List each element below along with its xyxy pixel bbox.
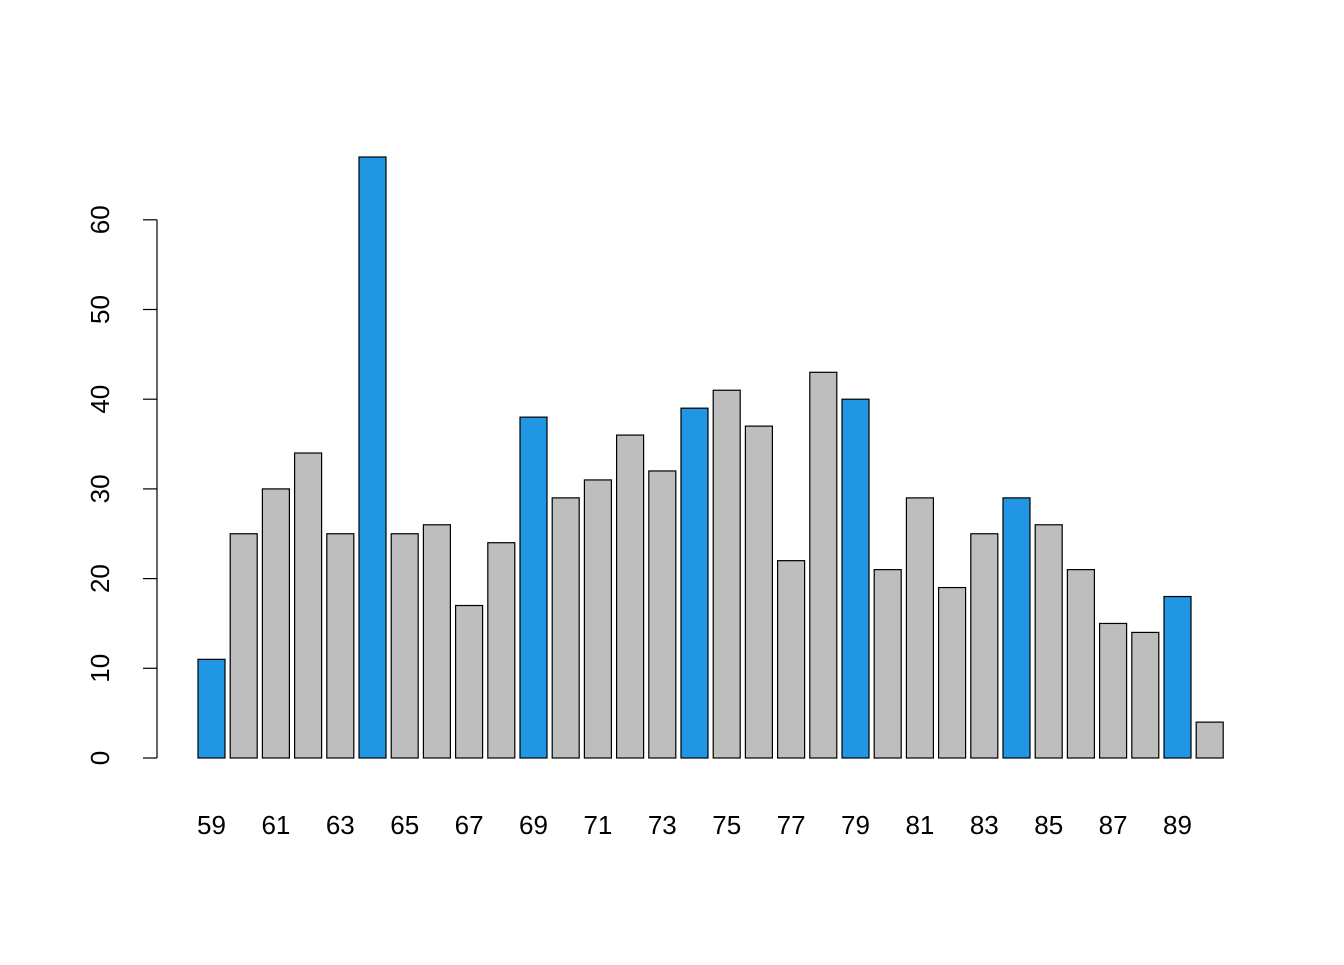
bar-71 bbox=[583, 479, 613, 759]
x-tick-label: 73 bbox=[648, 810, 677, 840]
bar-73 bbox=[648, 470, 677, 759]
x-tick-label: 71 bbox=[583, 810, 612, 840]
bar-64 bbox=[358, 156, 387, 759]
bar-68 bbox=[487, 542, 516, 759]
bar-75 bbox=[712, 389, 741, 759]
bar-86 bbox=[1066, 569, 1096, 759]
bar-77 bbox=[776, 560, 806, 759]
y-tick-label: 50 bbox=[85, 295, 115, 324]
bar-78 bbox=[809, 371, 838, 759]
x-tick-label: 59 bbox=[197, 810, 226, 840]
bar-88 bbox=[1131, 631, 1160, 759]
bar-69 bbox=[519, 416, 548, 759]
x-tick-label: 61 bbox=[261, 810, 290, 840]
bar-76 bbox=[744, 425, 774, 759]
bar-83 bbox=[970, 533, 999, 759]
bar-59 bbox=[197, 658, 226, 759]
bar-70 bbox=[551, 497, 580, 759]
bar-85 bbox=[1034, 524, 1063, 759]
bar-72 bbox=[615, 434, 645, 759]
bar-65 bbox=[390, 533, 419, 759]
x-tick-label: 83 bbox=[970, 810, 999, 840]
bar-74 bbox=[680, 407, 709, 759]
y-tick-label: 20 bbox=[85, 564, 115, 593]
x-tick-label: 81 bbox=[905, 810, 934, 840]
bar-79 bbox=[841, 398, 870, 759]
x-tick-label: 77 bbox=[777, 810, 806, 840]
bar-81 bbox=[905, 497, 935, 759]
x-tick-label: 65 bbox=[390, 810, 419, 840]
x-axis-labels: 59 61 63 65 67 69 71 73 75 77 79 81 83 85 87 89 bbox=[197, 810, 1192, 840]
x-tick-label: 89 bbox=[1163, 810, 1192, 840]
y-tick-label: 40 bbox=[85, 385, 115, 414]
bar-62 bbox=[294, 452, 323, 759]
y-tick-label: 30 bbox=[85, 474, 115, 503]
bar-87 bbox=[1098, 622, 1128, 759]
bar-63 bbox=[326, 533, 355, 759]
x-tick-label: 75 bbox=[712, 810, 741, 840]
bars-group bbox=[197, 156, 1224, 759]
y-axis: 0 10 20 30 40 50 60 bbox=[85, 205, 158, 765]
x-tick-label: 85 bbox=[1034, 810, 1063, 840]
x-tick-label: 87 bbox=[1099, 810, 1128, 840]
x-tick-label: 69 bbox=[519, 810, 548, 840]
y-tick-label: 10 bbox=[85, 654, 115, 683]
x-tick-label: 79 bbox=[841, 810, 870, 840]
bar-61 bbox=[261, 488, 290, 759]
y-tick-label: 0 bbox=[85, 751, 115, 765]
bar-84 bbox=[1002, 497, 1031, 759]
bar-67 bbox=[455, 604, 484, 759]
x-tick-label: 67 bbox=[455, 810, 484, 840]
x-tick-label: 63 bbox=[326, 810, 355, 840]
bar-90 bbox=[1195, 721, 1224, 759]
bar-60 bbox=[229, 533, 258, 759]
bar-82 bbox=[937, 586, 967, 759]
bar-89 bbox=[1163, 595, 1192, 759]
bar-66 bbox=[422, 524, 451, 759]
y-tick-label: 60 bbox=[85, 205, 115, 234]
bar-80 bbox=[873, 569, 902, 759]
